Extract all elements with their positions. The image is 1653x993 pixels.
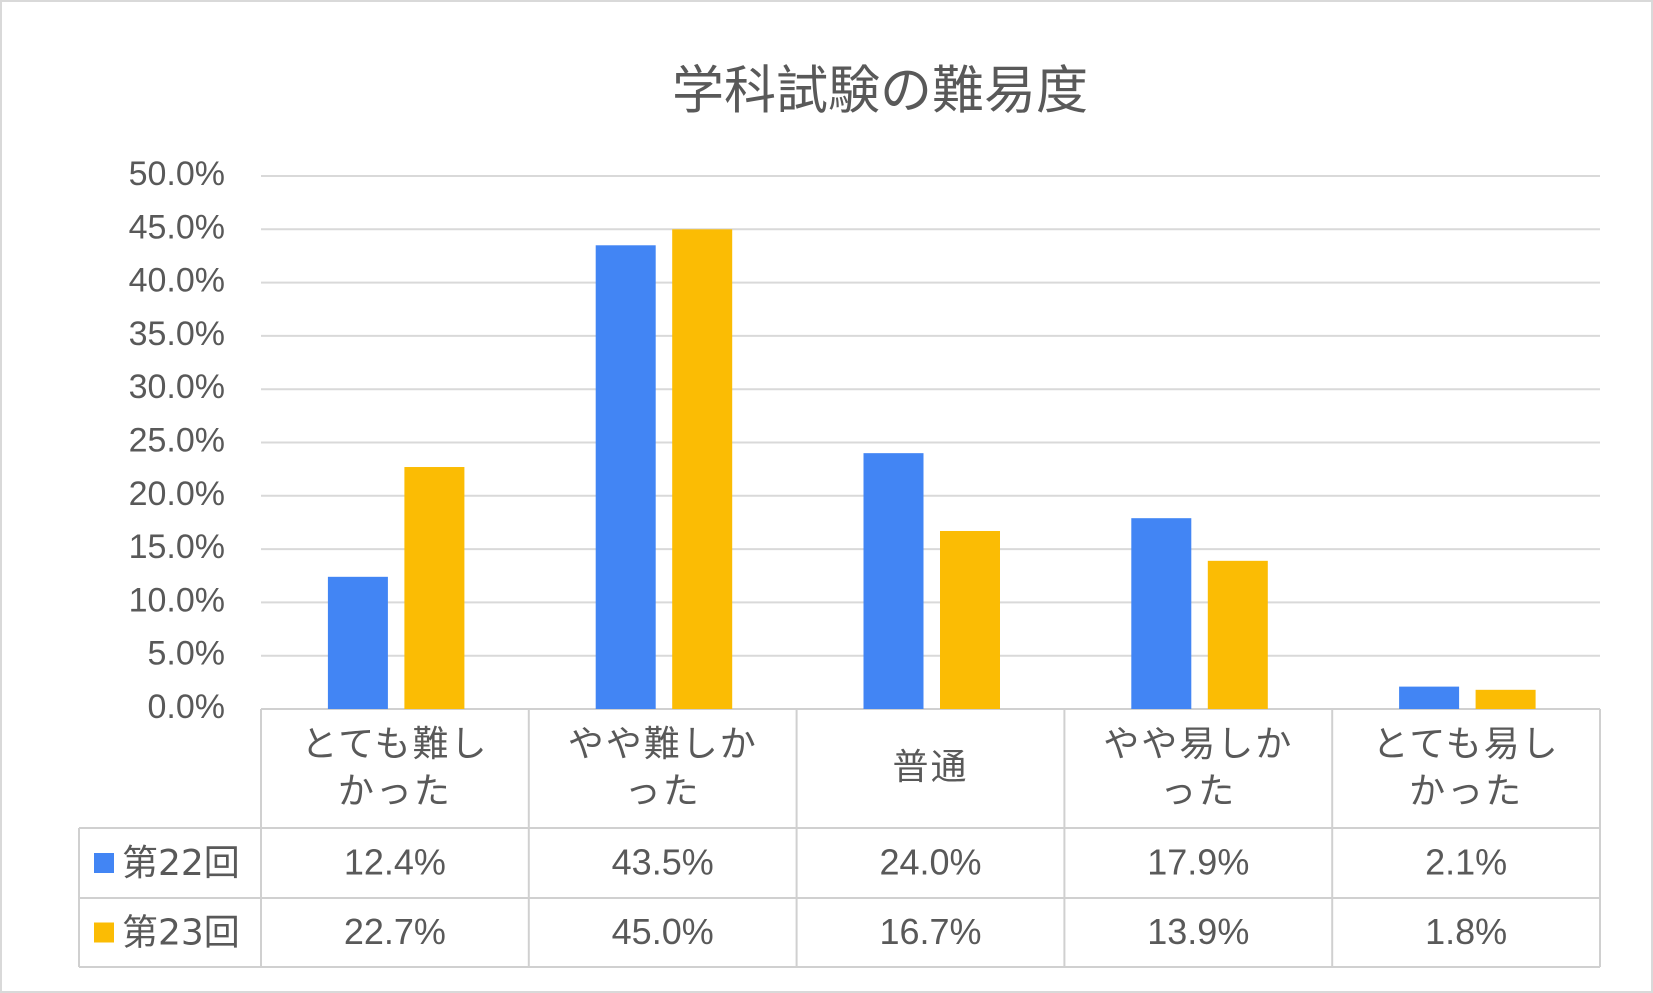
x-tick-cell: 普通 [797,709,1065,828]
x-tick-label: 普通 [892,747,969,789]
y-tick-label: 40.0% [129,262,225,300]
table-value: 22.7% [344,911,446,952]
x-tick-wrap: 普通 [797,709,1065,828]
table-value: 2.1% [1425,842,1507,883]
bar [404,467,465,709]
table-value: 13.9% [1147,911,1249,952]
table-value: 1.8% [1425,911,1507,952]
legend-swatch [94,853,114,873]
bar [1475,689,1536,709]
table-value: 24.0% [879,842,981,883]
bar [595,245,656,710]
legend-label: 第22回 [122,843,240,884]
y-tick-label: 30.0% [129,368,225,406]
table-value: 16.7% [879,911,981,952]
y-tick-label: 20.0% [129,475,225,513]
y-tick-label: 45.0% [129,208,225,246]
x-tick-label: とても難しかった [301,723,489,812]
bar [1131,518,1192,709]
x-tick-label: やや難しかった [567,723,758,812]
x-tick-cell: とても難しかった [261,709,529,828]
y-tick-label: 35.0% [129,315,225,353]
x-tick-wrap: とても易しかった [1332,709,1600,828]
legend-swatch [94,922,114,943]
x-tick-wrap: とても難しかった [261,709,529,828]
chart-title: 学科試験の難易度 [672,63,1088,121]
y-tick-label: 0.0% [148,688,226,726]
x-tick-cell: やや易しかった [1064,709,1332,828]
bar [1399,686,1460,709]
y-tick-label: 5.0% [148,635,226,673]
table-value: 12.4% [344,842,446,883]
x-tick-label: やや易しかった [1103,723,1294,812]
x-tick-label: とても易しかった [1372,723,1560,812]
legend-label: 第23回 [122,913,240,954]
x-tick-cell: やや難しかった [529,709,797,828]
y-tick-label: 15.0% [129,528,225,566]
table-value: 17.9% [1147,842,1249,883]
bar [1207,560,1268,709]
bar [863,453,924,709]
table-value: 45.0% [612,911,714,952]
bar [940,530,1000,709]
bar [672,229,733,710]
x-tick-wrap: やや易しかった [1064,709,1332,828]
y-tick-label: 25.0% [129,421,225,459]
y-tick-label: 50.0% [129,155,225,193]
bar [327,576,388,709]
y-tick-label: 10.0% [129,581,225,619]
x-tick-wrap: やや難しかった [529,709,797,828]
table-value: 43.5% [612,842,714,883]
x-tick-cell: とても易しかった [1332,709,1600,828]
